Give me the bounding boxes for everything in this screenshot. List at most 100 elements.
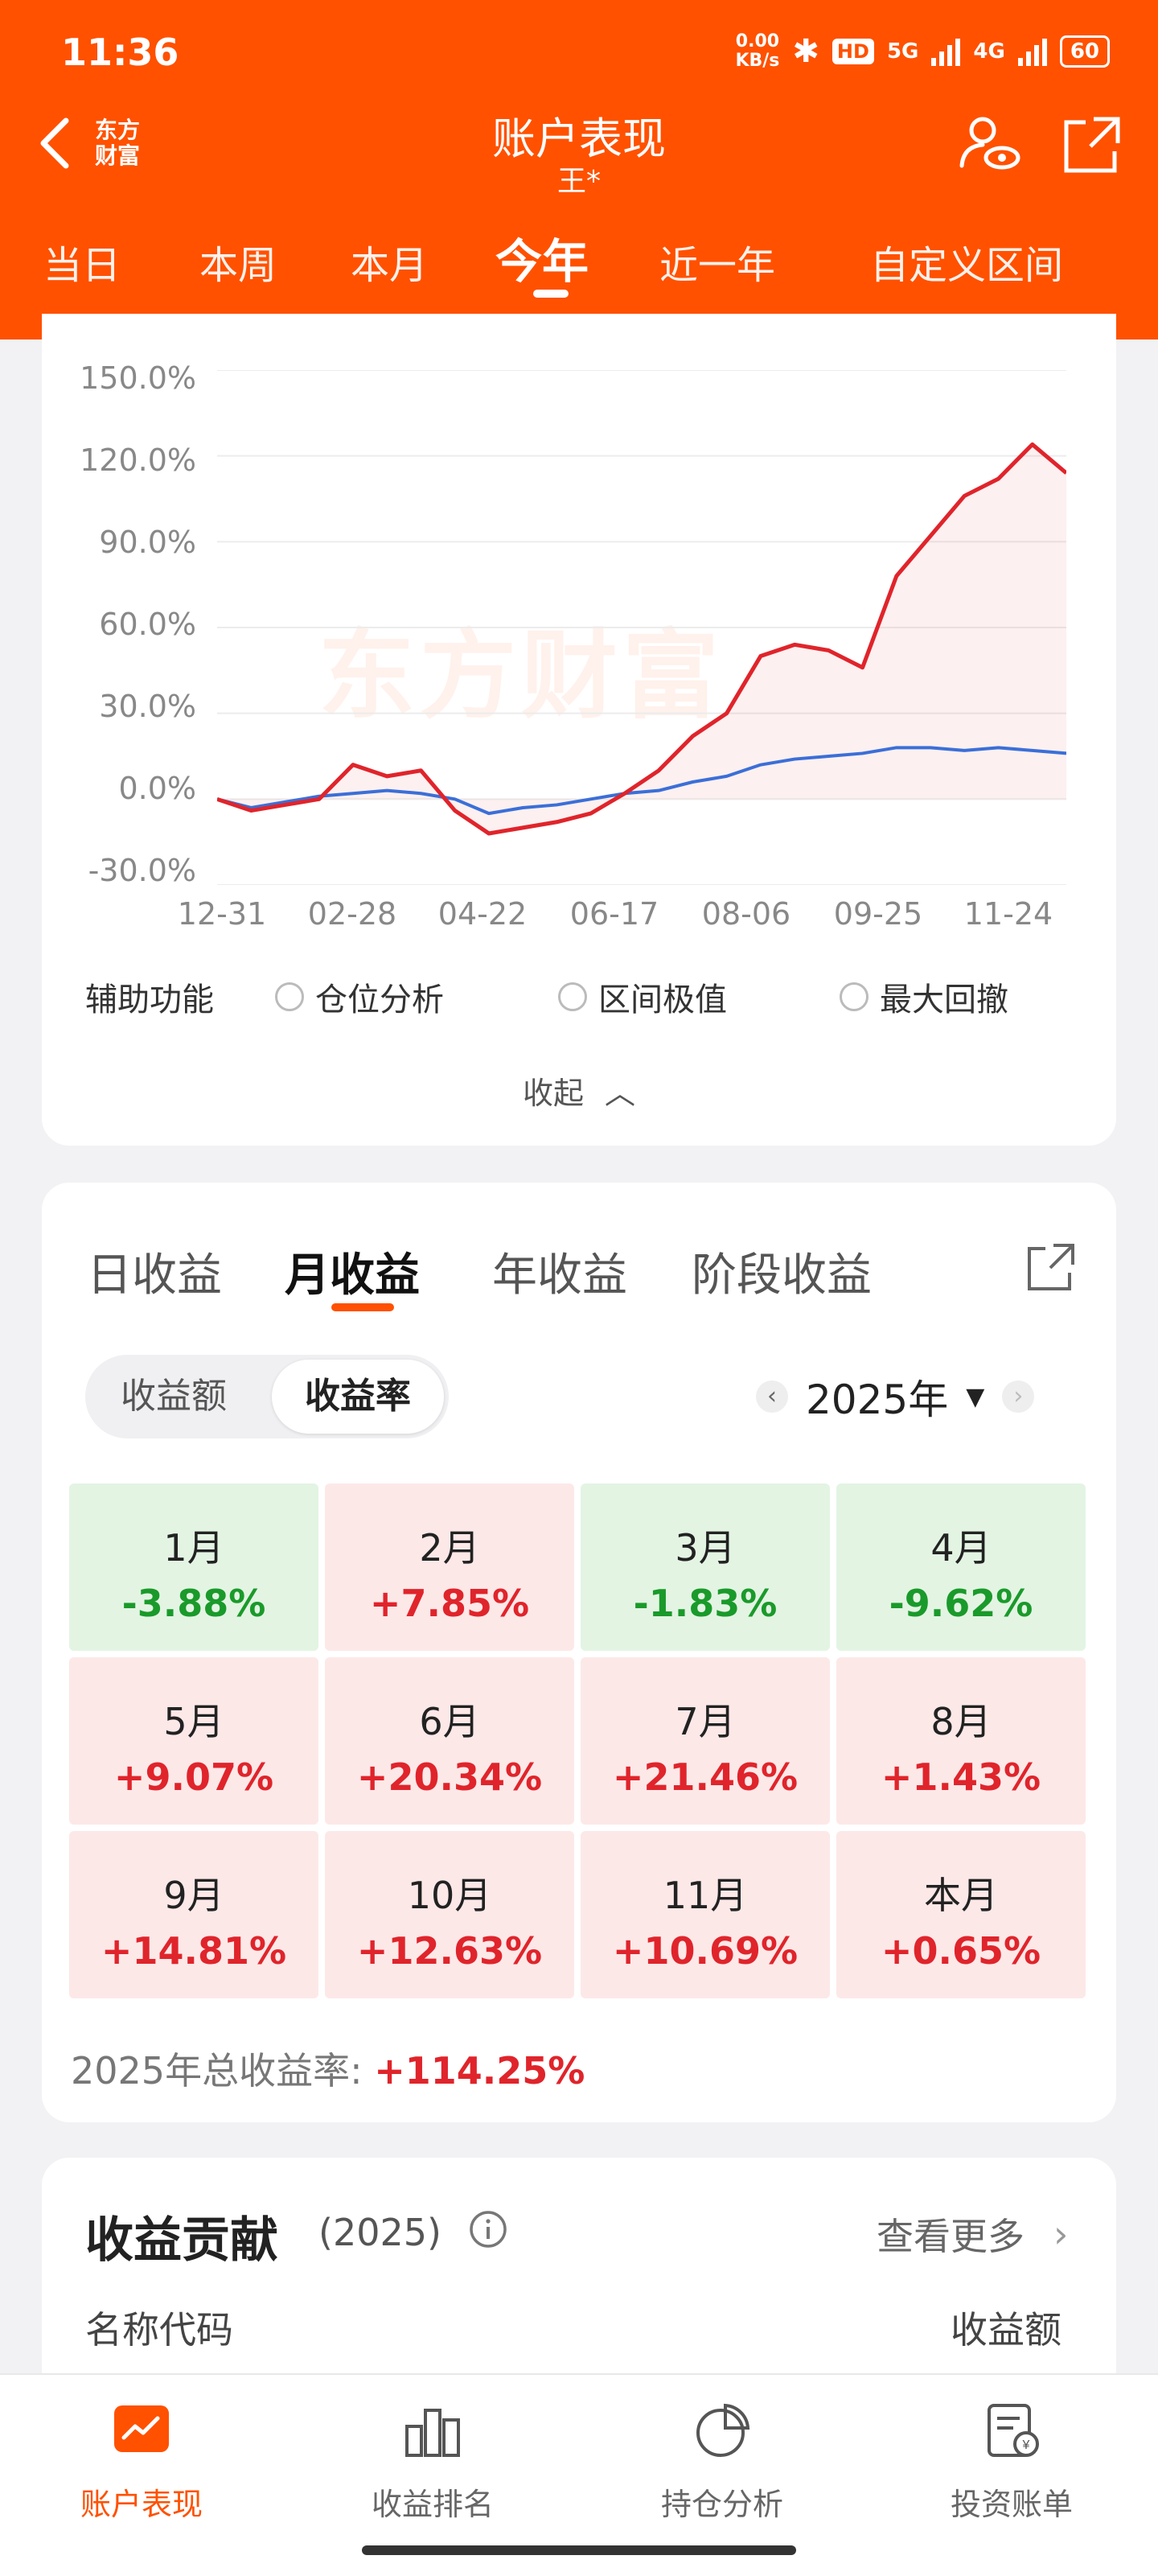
x-tick-label: 09-25 [833,896,923,932]
x-tick-label: 04-22 [437,896,528,932]
radio-icon[interactable] [840,982,868,1011]
radio-icon[interactable] [275,982,304,1011]
radio-icon[interactable] [558,982,587,1011]
y-tick-label: -30.0% [88,853,196,888]
tab-yearly-returns[interactable]: 年收益 [492,1249,627,1302]
column-header-amount: 收益额 [951,2308,1062,2352]
share-icon[interactable] [1062,114,1123,175]
net-4g-label: 4G [973,39,1005,64]
nav-account-performance[interactable]: 账户表现 [37,2399,246,2524]
chart-icon [114,2405,169,2452]
aux-label: 辅助功能 [85,981,214,1018]
status-icons: 0.00 KB/s ✱ HD 5G 4G 60 [735,32,1110,71]
x-tick-label: 12-31 [177,896,267,932]
benchmark-line [217,746,1066,816]
contribution-year: (2025) [318,2211,441,2254]
chevron-up-icon: ︿ [605,1076,636,1111]
metric-toggle: 收益额 收益率 [85,1355,449,1438]
back-arrow-icon[interactable] [35,111,76,175]
series-area [217,444,1066,833]
page-title: 账户表现 [492,113,666,164]
y-tick-label: 120.0% [80,442,196,478]
aux-option-position[interactable]: 仓位分析 [275,973,444,1020]
year-dropdown[interactable]: 2025年 [806,1376,949,1423]
battery-icon: 60 [1059,35,1110,68]
nav-bar: 东方 财富 账户表现 王* [0,103,1158,200]
tab-stage-returns[interactable]: 阶段收益 [692,1249,872,1302]
brand-logo: 东方 财富 [95,117,141,169]
caret-down-icon[interactable]: ▼ [966,1382,985,1411]
column-header-name: 名称代码 [85,2308,233,2352]
y-tick-label: 30.0% [99,689,196,724]
tab-indicator [533,290,569,298]
next-year-button[interactable]: › [1002,1381,1035,1413]
month-cell[interactable]: 8月 +1.43% [836,1657,1086,1825]
monthly-returns-grid: 1月 -3.88% 2月 +7.85% 3月 -1.83% 4月 -9.62% 5月 +9… [69,1483,1089,1998]
tab-ytd[interactable]: 今年 [495,234,589,289]
y-tick-label: 90.0% [99,525,196,560]
prev-year-button[interactable]: ‹ [756,1381,788,1413]
returns-tab-indicator [331,1303,394,1311]
aux-option-extreme[interactable]: 区间极值 [558,973,727,1020]
share-icon[interactable] [1023,1239,1079,1295]
month-cell[interactable]: 1月 -3.88% [69,1483,318,1651]
returns-chart[interactable] [217,370,1066,885]
info-icon[interactable] [468,2209,508,2249]
home-indicator [362,2545,796,2555]
month-cell[interactable]: 10月 +12.63% [325,1831,574,1998]
period-tabs: 当日 本周 本月 今年 近一年 自定义区间 [0,233,1158,322]
tab-monthly-returns[interactable]: 月收益 [285,1249,420,1302]
aux-option-drawdown[interactable]: 最大回撤 [840,973,1008,1020]
x-tick-label: 02-28 [307,896,397,932]
network-speed: 0.00 KB/s [735,31,780,71]
signal-icon [931,37,961,66]
y-tick-label: 150.0% [80,360,196,396]
svg-text:¥: ¥ [1022,2438,1030,2452]
tab-today[interactable]: 当日 [43,243,121,288]
see-more-link[interactable]: 查看更多 [877,2215,1025,2258]
account-name: 王* [556,165,601,198]
month-cell[interactable]: 3月 -1.83% [581,1483,830,1651]
month-cell[interactable]: 7月 +21.46% [581,1657,830,1825]
user-eye-icon[interactable] [957,111,1021,175]
collapse-button[interactable]: 收起 ︿ [522,1076,636,1111]
pie-icon [696,2403,750,2457]
status-bar: 11:36 0.00 KB/s ✱ HD 5G 4G 60 [0,0,1158,97]
year-selector: ‹ 2025年 ▼ › [756,1368,1035,1426]
x-tick-label: 08-06 [701,896,791,932]
month-cell[interactable]: 5月 +9.07% [69,1657,318,1825]
month-cell[interactable]: 本月 +0.65% [836,1831,1086,1998]
x-tick-label: 06-17 [569,896,659,932]
month-cell[interactable]: 9月 +14.81% [69,1831,318,1998]
net-5g-label: 5G [886,39,919,64]
chevron-right-icon[interactable]: › [1053,2212,1069,2256]
contribution-title: 收益贡献 [85,2212,278,2269]
tab-one-year[interactable]: 近一年 [659,243,776,288]
tab-week[interactable]: 本周 [199,243,277,288]
header: 11:36 0.00 KB/s ✱ HD 5G 4G 60 东方 财富 账户表现… [0,0,1158,339]
x-tick-label: 11-24 [963,896,1053,932]
bill-icon: ¥ [988,2404,1039,2457]
month-cell[interactable]: 2月 +7.85% [325,1483,574,1651]
signal-icon-2 [1017,37,1047,66]
month-cell[interactable]: 11月 +10.69% [581,1831,830,1998]
bluetooth-icon: ✱ [792,33,819,70]
bottom-nav: 账户表现 收益排名 持仓分析 ¥ 投资账单 [0,2373,1158,2576]
month-cell[interactable]: 6月 +20.34% [325,1657,574,1825]
account-return-line [217,442,1066,836]
y-tick-label: 0.0% [118,771,196,806]
nav-returns-ranking[interactable]: 收益排名 [328,2399,537,2524]
y-tick-label: 60.0% [99,607,196,642]
hd-badge: HD [832,39,874,64]
total-return-value: +114.25% [374,2049,585,2092]
nav-investment-bill[interactable]: ¥ 投资账单 [907,2399,1116,2524]
toggle-amount[interactable]: 收益额 [121,1376,227,1417]
tab-daily-returns[interactable]: 日收益 [87,1249,222,1302]
nav-holdings-analysis[interactable]: 持仓分析 [618,2399,827,2524]
month-cell[interactable]: 4月 -9.62% [836,1483,1086,1651]
bar-rank-icon [405,2409,460,2457]
toggle-rate[interactable]: 收益率 [272,1360,444,1434]
status-time: 11:36 [61,31,179,74]
tab-month[interactable]: 本月 [351,243,429,288]
tab-custom-range[interactable]: 自定义区间 [870,243,1064,288]
